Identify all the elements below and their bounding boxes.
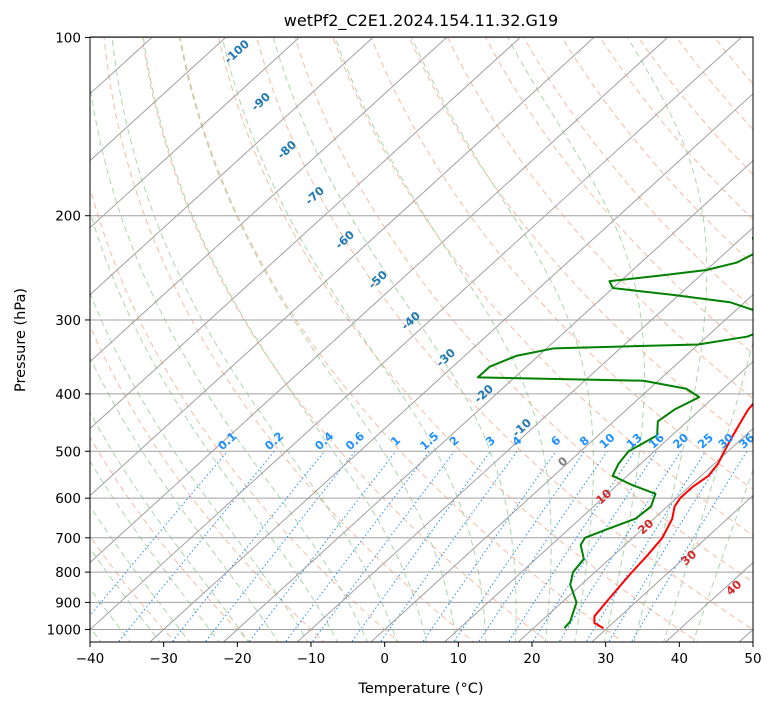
- dry-adiabat: [370, 37, 753, 490]
- mixing-ratio-line: [379, 450, 518, 642]
- mixing-ratio-line: [585, 451, 707, 642]
- isotherm-line: [90, 37, 375, 296]
- dry-adiabat: [256, 37, 753, 631]
- x-axis: −40 −30 −20 −10 0 10 20 30 40 50: [76, 642, 762, 667]
- y-tick-label: 300: [55, 313, 81, 329]
- y-tick-label: 500: [55, 444, 81, 460]
- x-tick-label: 20: [523, 651, 540, 667]
- mixing-ratio-line: [477, 451, 608, 642]
- x-tick-label: 10: [450, 651, 467, 667]
- isotherm-line: [90, 37, 743, 631]
- dry-adiabat: [332, 37, 753, 537]
- isotherm-line: [90, 37, 301, 229]
- x-tick-label: −20: [223, 651, 252, 667]
- x-tick-label: −40: [76, 651, 105, 667]
- isotherm-line: [90, 37, 227, 162]
- mixing-ratio-line: [248, 450, 397, 642]
- isotherm-line: [149, 93, 753, 642]
- mixing-ratio-line: [558, 451, 682, 642]
- isotherm-line: [517, 427, 753, 642]
- dry-adiabat: [90, 436, 251, 642]
- y-tick-label: 800: [55, 565, 81, 581]
- dewpoint-profile: [476, 236, 753, 629]
- y-tick-label: 700: [55, 531, 81, 547]
- isotherm-line: [296, 227, 753, 642]
- isotherm-line: [222, 160, 753, 642]
- profiles: [476, 236, 753, 630]
- y-tick-label: 600: [55, 491, 81, 507]
- moist-adiabat: [90, 82, 368, 642]
- temperature-profile: [593, 402, 753, 630]
- x-tick-label: 0: [380, 651, 389, 667]
- y-axis: 1000 900 800 700 600 500 400 300 200 100: [47, 31, 90, 639]
- isotherms: [90, 37, 753, 642]
- moist-adiabat: [90, 210, 339, 642]
- mixing-ratio-line: [422, 450, 557, 642]
- isotherm-line: [90, 37, 448, 363]
- isotherm-line: [90, 37, 596, 497]
- y-tick-label: 1000: [47, 623, 81, 639]
- y-tick-label: 400: [55, 387, 81, 403]
- plot-frame: [89, 36, 754, 643]
- mixing-ratio-line: [311, 450, 455, 642]
- x-tick-label: 40: [671, 651, 688, 667]
- isotherm-line: [591, 494, 753, 642]
- x-axis-label: Temperature (°C): [357, 681, 483, 697]
- mixing-ratio-line: [531, 451, 658, 642]
- x-tick-label: 30: [597, 651, 614, 667]
- mixing-ratio-line: [171, 450, 325, 642]
- x-tick-label: −30: [149, 651, 178, 667]
- chart-title: wetPf2_C2E1.2024.154.11.32.G19: [284, 11, 558, 31]
- y-tick-label: 100: [55, 31, 81, 47]
- y-tick-label: 200: [55, 209, 81, 225]
- mixing-ratio-line: [608, 451, 727, 642]
- y-tick-label: 900: [55, 595, 81, 611]
- x-tick-label: 50: [744, 651, 761, 667]
- isotherm-line: [370, 293, 753, 642]
- isotherm-line: [443, 360, 753, 642]
- dry-adiabat: [103, 37, 475, 642]
- isotherm-line: [90, 37, 522, 430]
- y-axis-label: Pressure (hPa): [13, 288, 29, 392]
- dry-adiabat: [294, 37, 753, 583]
- isotherm-line: [90, 37, 669, 564]
- x-tick-label: −10: [297, 651, 326, 667]
- mixing-ratio-line: [507, 451, 636, 642]
